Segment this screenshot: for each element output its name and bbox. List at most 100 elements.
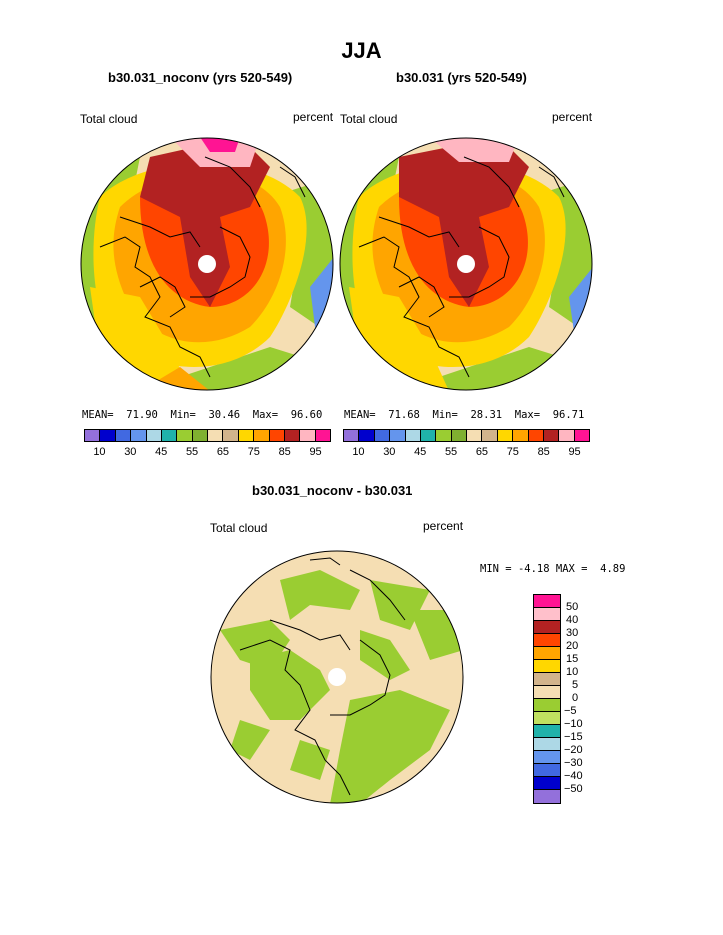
colorbar-swatch [467, 430, 483, 441]
colorbar-swatch [208, 430, 224, 441]
colorbar-tick-label: 85 [278, 446, 291, 458]
colorbar-swatch [405, 430, 421, 441]
colorbar-tick-label: 55 [185, 446, 199, 458]
colorbar-swatch [85, 430, 101, 441]
colorbar-tick-label: 85 [537, 446, 550, 458]
diff-colorbar-label: 5 [572, 679, 579, 691]
diff-field-label: Total cloud [210, 521, 268, 535]
diff-colorbar-swatch [534, 751, 560, 764]
diff-colorbar-swatch [534, 712, 560, 725]
colorbar-swatch [574, 430, 589, 441]
diff-colorbar-label: −15 [564, 731, 583, 743]
diff-colorbar-label: −40 [564, 770, 583, 782]
diff-colorbar-labels: 50 40 30 20 15 10 5 0 −5 −10 −15 −20 −30 −40 −50 [564, 594, 606, 804]
diff-colorbar-label: 40 [566, 614, 579, 626]
colorbar-swatch [254, 430, 270, 441]
diff-colorbar-label: 50 [566, 601, 579, 613]
diff-colorbar-label: 10 [566, 666, 579, 678]
units-label-left: percent [293, 110, 334, 124]
diff-colorbar-swatch [534, 725, 560, 738]
diff-colorbar-label: 15 [566, 653, 579, 665]
colorbar-tick-label: 55 [444, 446, 458, 458]
colorbar-swatch [420, 430, 437, 441]
min-label: Min= [432, 409, 458, 421]
colorbar-swatch [238, 430, 255, 441]
stats-row-right: MEAN= 71.68 Min= 28.31 Max= 96.71 [344, 409, 584, 421]
max-value: 96.71 [552, 409, 585, 421]
mean-label: MEAN= [344, 409, 376, 421]
min-value: 30.46 [208, 409, 241, 421]
max-label: Max= [252, 409, 279, 421]
colorbar-swatch [300, 430, 316, 441]
colorbar-swatch [436, 430, 452, 441]
colorbar-swatch [497, 430, 514, 441]
diff-colorbar-swatch [534, 699, 560, 712]
diff-minmax: MIN = -4.18 MAX = 4.89 [480, 563, 625, 575]
colorbar-tick-label: 45 [414, 446, 427, 458]
colorbar-swatch [344, 430, 360, 441]
colorbar-left [84, 429, 331, 442]
diff-colorbar-label: −50 [564, 783, 583, 795]
colorbar-swatch [374, 430, 391, 441]
colorbar-swatch [559, 430, 575, 441]
diff-colorbar-label: 0 [572, 692, 579, 704]
diff-colorbar [533, 594, 561, 804]
colorbar-swatch [543, 430, 560, 441]
colorbar-right [343, 429, 590, 442]
colorbar-tick-label: 75 [506, 446, 519, 458]
diff-title: b30.031_noconv - b30.031 [252, 483, 413, 498]
min-value: 28.31 [470, 409, 503, 421]
colorbar-swatch [161, 430, 178, 441]
colorbar-tick-label: 65 [475, 446, 489, 458]
colorbar-swatch [131, 430, 147, 441]
colorbar-swatch [528, 430, 544, 441]
field-label-left: Total cloud [80, 112, 138, 126]
diff-units-label: percent [423, 519, 464, 533]
max-label: Max= [514, 409, 541, 421]
colorbar-tick-label: 95 [309, 446, 322, 458]
diff-colorbar-swatch [534, 673, 560, 686]
diff-colorbar-swatch [534, 790, 560, 803]
mean-value: 71.90 [126, 409, 158, 421]
diff-colorbar-swatch [534, 777, 560, 790]
case-title-left: b30.031_noconv (yrs 520-549) [108, 70, 293, 85]
colorbar-swatch [146, 430, 162, 441]
colorbar-swatch [390, 430, 406, 441]
polar-map-control [339, 137, 593, 391]
colorbar-swatch [223, 430, 239, 441]
diff-colorbar-label: −5 [564, 705, 577, 717]
colorbar-swatch [269, 430, 285, 441]
colorbar-swatch [482, 430, 498, 441]
season-title: JJA [341, 38, 382, 63]
diff-colorbar-swatch [534, 634, 560, 647]
diff-max-value: 4.89 [600, 563, 626, 575]
colorbar-swatch [192, 430, 208, 441]
diff-colorbar-label: −10 [564, 718, 583, 730]
diff-colorbar-swatch [534, 738, 560, 751]
stats-row-left: MEAN= 71.90 Min= 30.46 Max= 96.60 [82, 409, 322, 421]
min-label: Min= [170, 409, 196, 421]
diff-min-label: MIN = [480, 563, 512, 575]
diff-colorbar-swatch [534, 621, 560, 634]
colorbar-swatch [359, 430, 375, 441]
colorbar-tick-label: 75 [247, 446, 260, 458]
diff-colorbar-swatch [534, 660, 560, 673]
colorbar-ticks-left: 10 30 45 55 65 75 85 95 [84, 446, 331, 460]
polar-map-noconv [80, 137, 334, 391]
diff-colorbar-label: −20 [564, 744, 583, 756]
colorbar-swatch [284, 430, 301, 441]
diff-max-label: MAX = [555, 563, 588, 575]
colorbar-ticks-right: 10 30 45 55 65 75 85 95 [343, 446, 590, 460]
colorbar-swatch [115, 430, 132, 441]
colorbar-swatch [315, 430, 330, 441]
polar-map-difference [210, 550, 464, 804]
colorbar-tick-label: 45 [155, 446, 168, 458]
max-value: 96.60 [290, 409, 323, 421]
colorbar-tick-label: 65 [216, 446, 230, 458]
units-label-right: percent [552, 110, 593, 124]
diff-colorbar-swatch [534, 647, 560, 660]
case-title-right: b30.031 (yrs 520-549) [396, 70, 527, 85]
colorbar-tick-label: 10 [93, 446, 106, 458]
colorbar-swatch [513, 430, 529, 441]
mean-label: MEAN= [82, 409, 114, 421]
